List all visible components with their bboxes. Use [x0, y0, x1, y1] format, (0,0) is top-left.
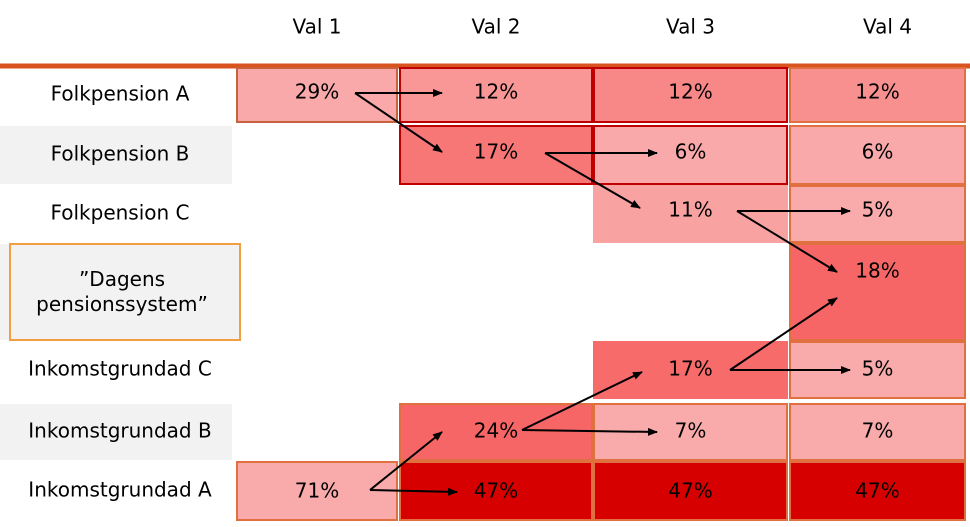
cell-value: 12% [474, 80, 518, 104]
row-label: Folkpension A [51, 82, 190, 106]
cell [593, 461, 788, 521]
cell [399, 67, 593, 123]
cell [789, 125, 966, 185]
row-label: Inkomstgrundad C [28, 357, 212, 381]
cell [593, 67, 788, 123]
cell [399, 403, 593, 461]
cell [789, 461, 966, 521]
arrow [369, 487, 458, 496]
cell-value: 17% [474, 140, 518, 164]
arrow [729, 297, 838, 371]
cell-value: 12% [668, 80, 712, 104]
cell-value: 5% [862, 198, 894, 222]
cell [789, 185, 966, 243]
cell-value: 6% [862, 140, 894, 164]
cell [236, 67, 398, 123]
cell-value: 18% [855, 259, 899, 283]
label-highlight [9, 243, 241, 341]
cell-value: 47% [474, 479, 518, 503]
label-bg [0, 126, 232, 184]
row-label: Inkomstgrundad B [28, 419, 211, 443]
cell-value: 5% [862, 357, 894, 381]
cell [593, 125, 788, 185]
cell-value: 47% [668, 479, 712, 503]
arrow [369, 431, 443, 491]
arrow [544, 152, 641, 209]
cell-value: 71% [295, 479, 339, 503]
cell-value: 7% [675, 419, 707, 443]
cell-value: 29% [295, 80, 339, 104]
column-header: Val 3 [666, 15, 715, 39]
cell-value: 7% [862, 419, 894, 443]
arrow [354, 92, 443, 153]
column-header: Val 1 [292, 15, 341, 39]
column-header: Val 2 [471, 15, 520, 39]
cell [789, 403, 966, 461]
cell-value: 17% [668, 357, 712, 381]
cell [399, 125, 593, 185]
arrow [736, 210, 838, 273]
arrow [521, 427, 658, 436]
cell-value: 47% [855, 479, 899, 503]
cell-value: 24% [474, 419, 518, 443]
row-label: Folkpension C [50, 201, 189, 225]
row-label: Inkomstgrundad A [28, 478, 212, 502]
cell [789, 67, 966, 123]
cell-value: 11% [668, 198, 712, 222]
arrow-group [354, 89, 851, 496]
cell [593, 185, 788, 243]
cell-value: 12% [855, 80, 899, 104]
row-label: Folkpension B [51, 142, 190, 166]
column-header: Val 4 [863, 15, 912, 39]
cell-value: 6% [675, 140, 707, 164]
arrow [521, 371, 643, 431]
row-label: ”Dagens pensionssystem” [36, 267, 208, 316]
label-bg [0, 404, 232, 460]
